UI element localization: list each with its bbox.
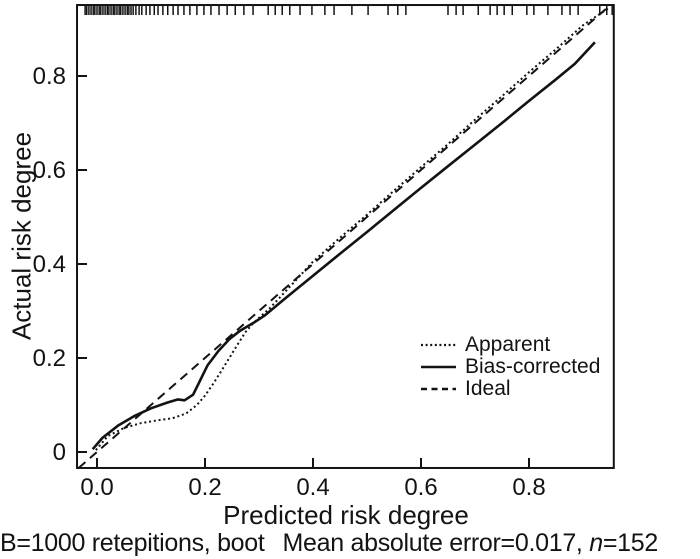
dashed-line-swatch-icon [421, 387, 456, 391]
legend-row-apparent: Apparent [420, 333, 600, 356]
legend: Apparent Bias-corrected Ideal [420, 333, 601, 400]
y-tick-label: 0 [53, 439, 66, 466]
y-axis-label: Actual risk degree [6, 131, 37, 341]
caption-n-variable: n [589, 529, 603, 557]
x-axis-label: Predicted risk degree [223, 500, 469, 530]
x-tick-label: 0.6 [404, 474, 437, 501]
caption-mae: Mean absolute error=0.017, [282, 529, 583, 557]
curve-ideal [77, 4, 612, 469]
dotted-line-swatch-icon [421, 343, 456, 347]
y-tick-label: 0.8 [33, 63, 66, 90]
x-tick-label: 0.4 [296, 474, 329, 501]
curve-bias-corrected [91, 41, 596, 451]
x-tick-label: 0.8 [512, 474, 545, 501]
y-tick-label: 0.4 [33, 251, 66, 278]
y-tick-label: 0.2 [33, 345, 66, 372]
legend-label-bias-corrected: Bias-corrected [465, 355, 601, 378]
caption-bootstrap-info: B=1000 retepitions, boot [0, 529, 265, 557]
legend-label-ideal: Ideal [465, 377, 511, 400]
caption-n-value: =152 [602, 529, 658, 557]
caption-text: B=1000 retepitions, boot Mean absolute er… [0, 529, 700, 558]
legend-label-apparent: Apparent [465, 333, 551, 356]
x-tick-label: 0.2 [188, 474, 221, 501]
plot-border [76, 4, 615, 469]
x-tick-label: 0.0 [80, 474, 113, 501]
legend-row-bias-corrected: Bias-corrected [420, 355, 601, 378]
legend-row-ideal: Ideal [420, 377, 600, 400]
y-tick-label: 0.6 [33, 157, 66, 184]
solid-line-swatch-icon [421, 365, 456, 369]
